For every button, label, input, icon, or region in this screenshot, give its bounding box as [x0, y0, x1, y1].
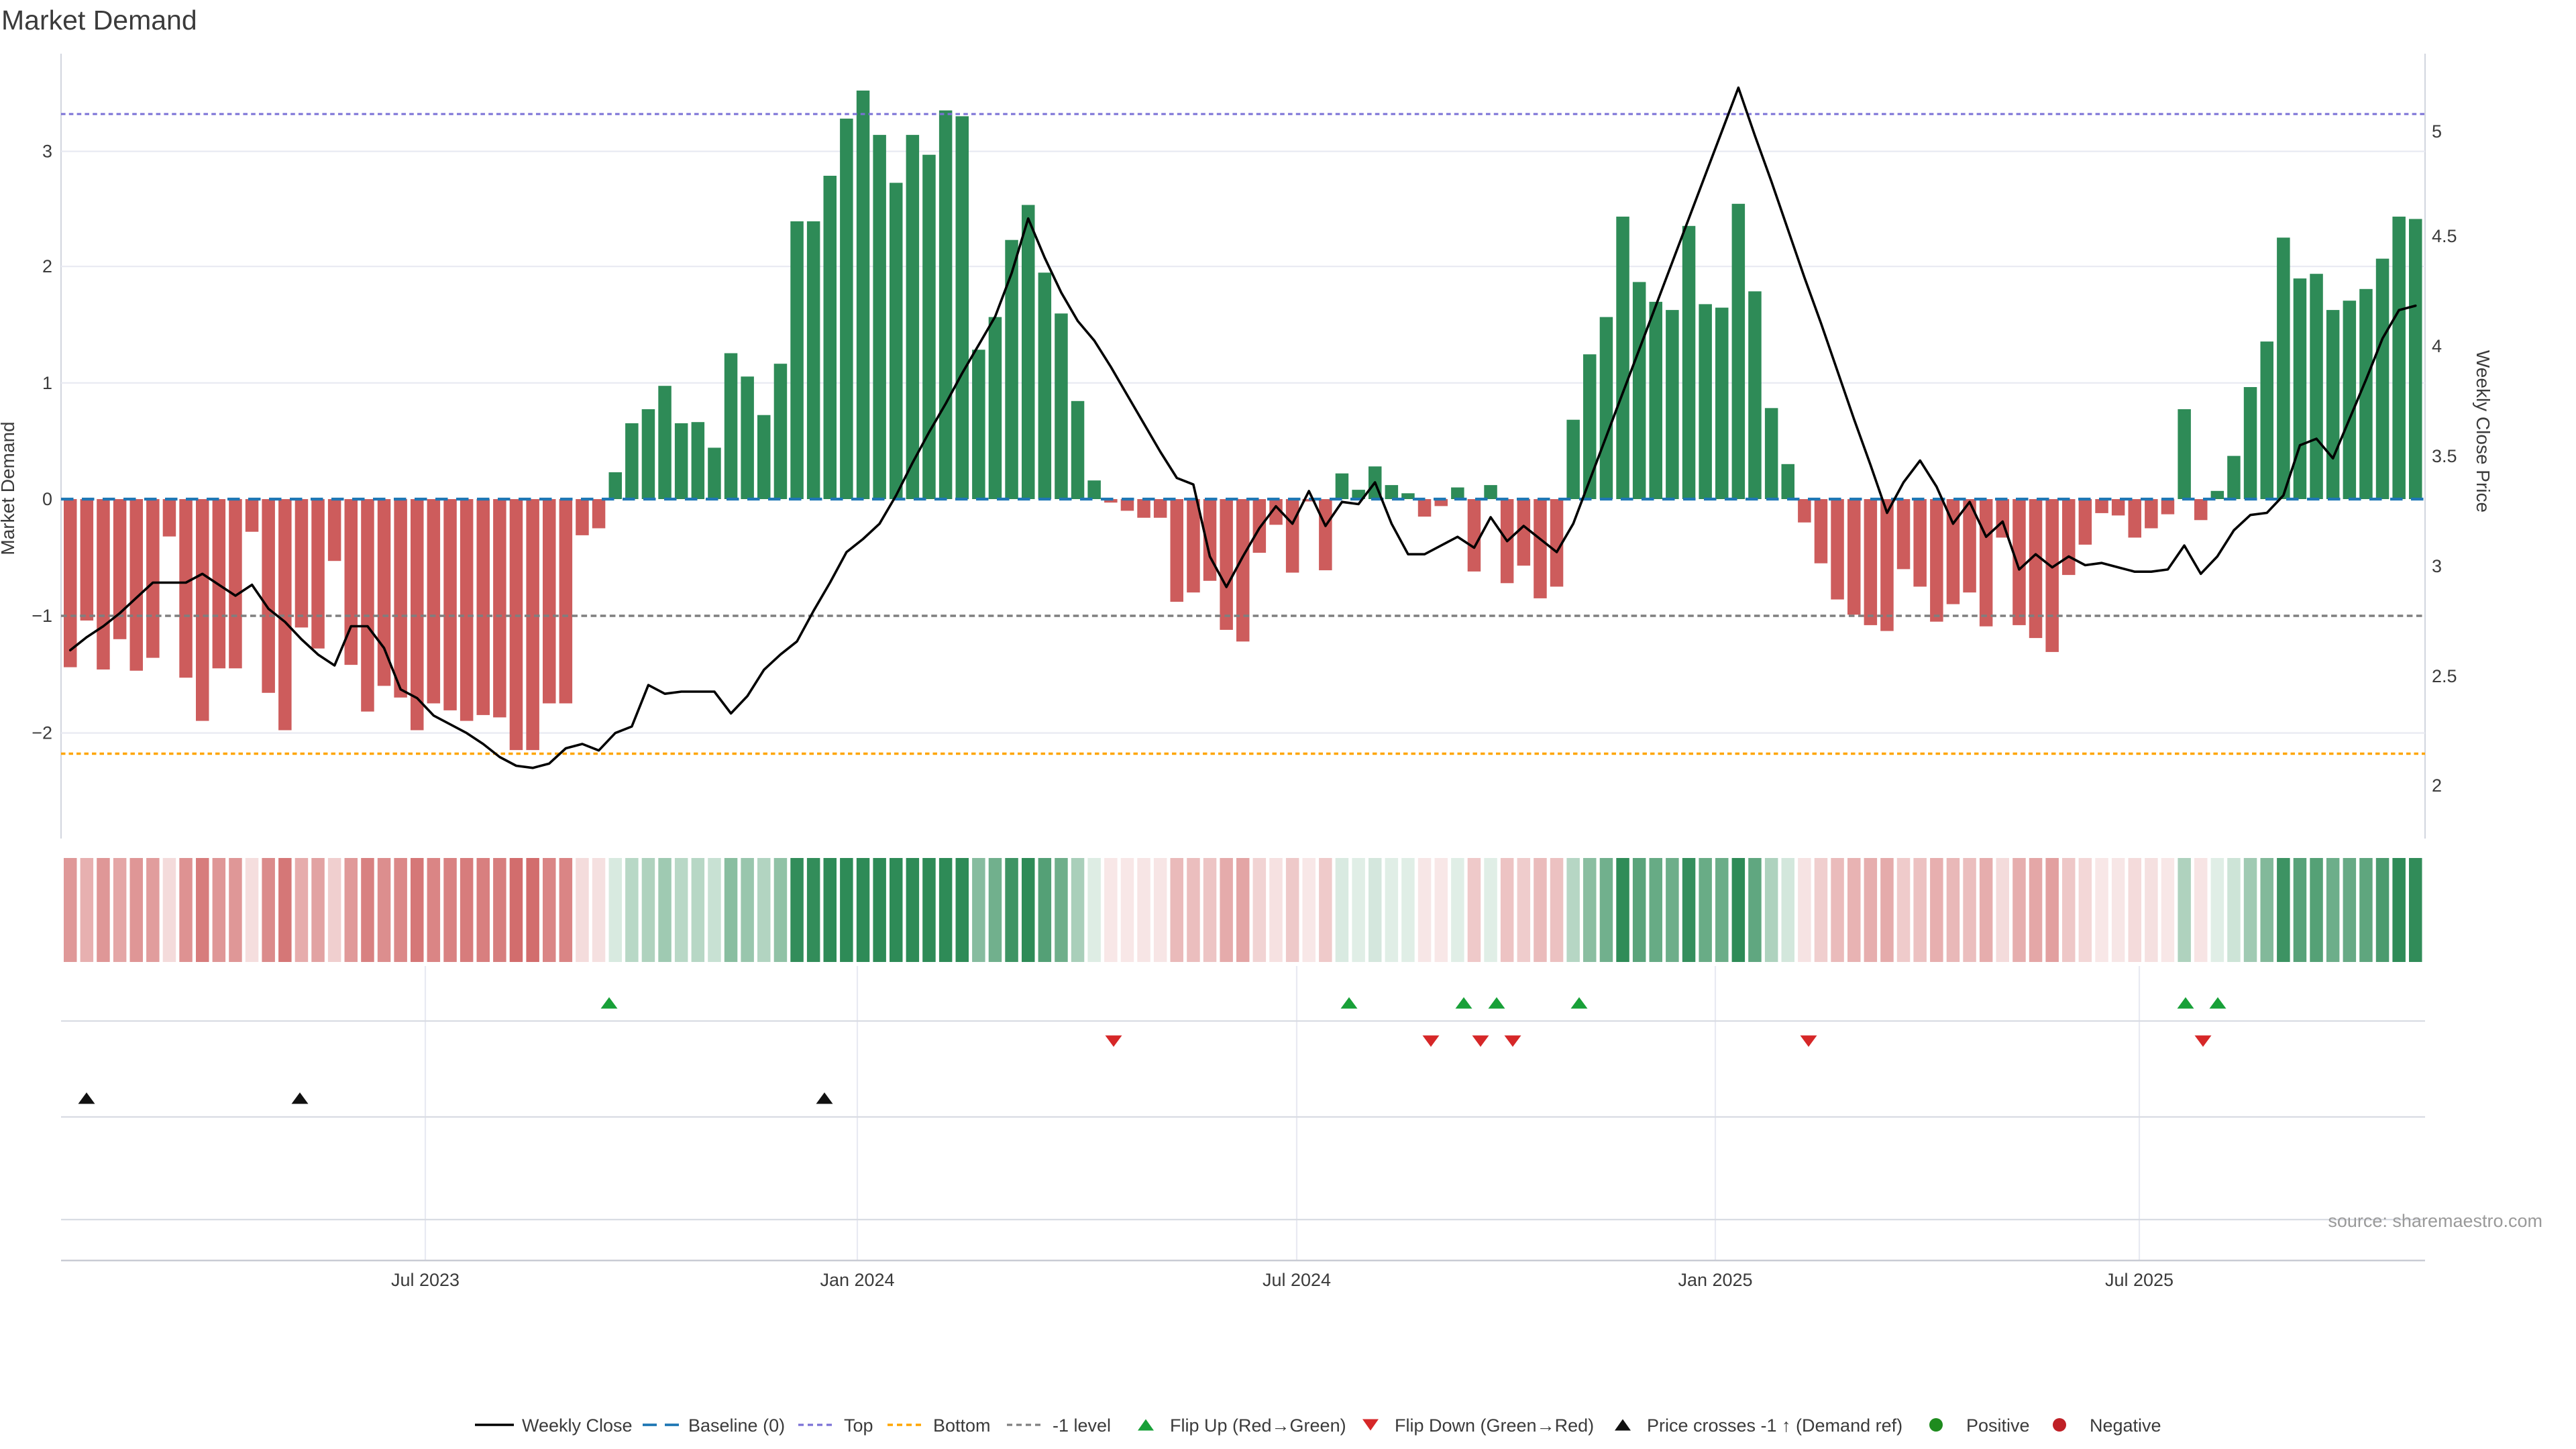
svg-text:Weekly Close: Weekly Close — [522, 1415, 633, 1436]
svg-text:Jul 2024: Jul 2024 — [1263, 1270, 1331, 1290]
svg-text:4.5: 4.5 — [2432, 226, 2457, 246]
svg-text:2: 2 — [2432, 775, 2442, 796]
svg-text:3: 3 — [42, 142, 52, 162]
svg-text:Market Demand: Market Demand — [0, 421, 18, 555]
svg-text:Flip Up (Red→Green): Flip Up (Red→Green) — [1170, 1415, 1346, 1436]
svg-text:2.5: 2.5 — [2432, 666, 2457, 686]
svg-text:Flip Down (Green→Red): Flip Down (Green→Red) — [1395, 1415, 1594, 1436]
svg-text:5: 5 — [2432, 121, 2442, 142]
svg-text:-1 level: -1 level — [1053, 1415, 1111, 1436]
svg-text:3.5: 3.5 — [2432, 446, 2457, 466]
svg-text:Baseline (0): Baseline (0) — [688, 1415, 785, 1436]
svg-text:0: 0 — [42, 489, 52, 509]
svg-text:Top: Top — [844, 1415, 873, 1436]
svg-text:3: 3 — [2432, 556, 2442, 576]
svg-text:Market Demand: Market Demand — [1, 5, 197, 36]
svg-text:Jan 2024: Jan 2024 — [820, 1270, 894, 1290]
svg-text:1: 1 — [42, 373, 52, 393]
svg-text:Positive: Positive — [1966, 1415, 2030, 1436]
svg-text:2: 2 — [42, 256, 52, 276]
svg-text:4: 4 — [2432, 336, 2442, 356]
svg-text:−1: −1 — [32, 606, 52, 626]
svg-text:Jul 2023: Jul 2023 — [391, 1270, 460, 1290]
svg-text:−2: −2 — [32, 723, 52, 743]
svg-text:Negative: Negative — [2090, 1415, 2161, 1436]
svg-text:Price crosses -1 ↑ (Demand ref: Price crosses -1 ↑ (Demand ref) — [1647, 1415, 1902, 1436]
svg-text:Bottom: Bottom — [933, 1415, 991, 1436]
svg-text:Jan 2025: Jan 2025 — [1678, 1270, 1752, 1290]
svg-text:Weekly Close Price: Weekly Close Price — [2473, 350, 2493, 513]
svg-text:source: sharemaestro.com: source: sharemaestro.com — [2328, 1211, 2542, 1231]
svg-text:Jul 2025: Jul 2025 — [2105, 1270, 2174, 1290]
